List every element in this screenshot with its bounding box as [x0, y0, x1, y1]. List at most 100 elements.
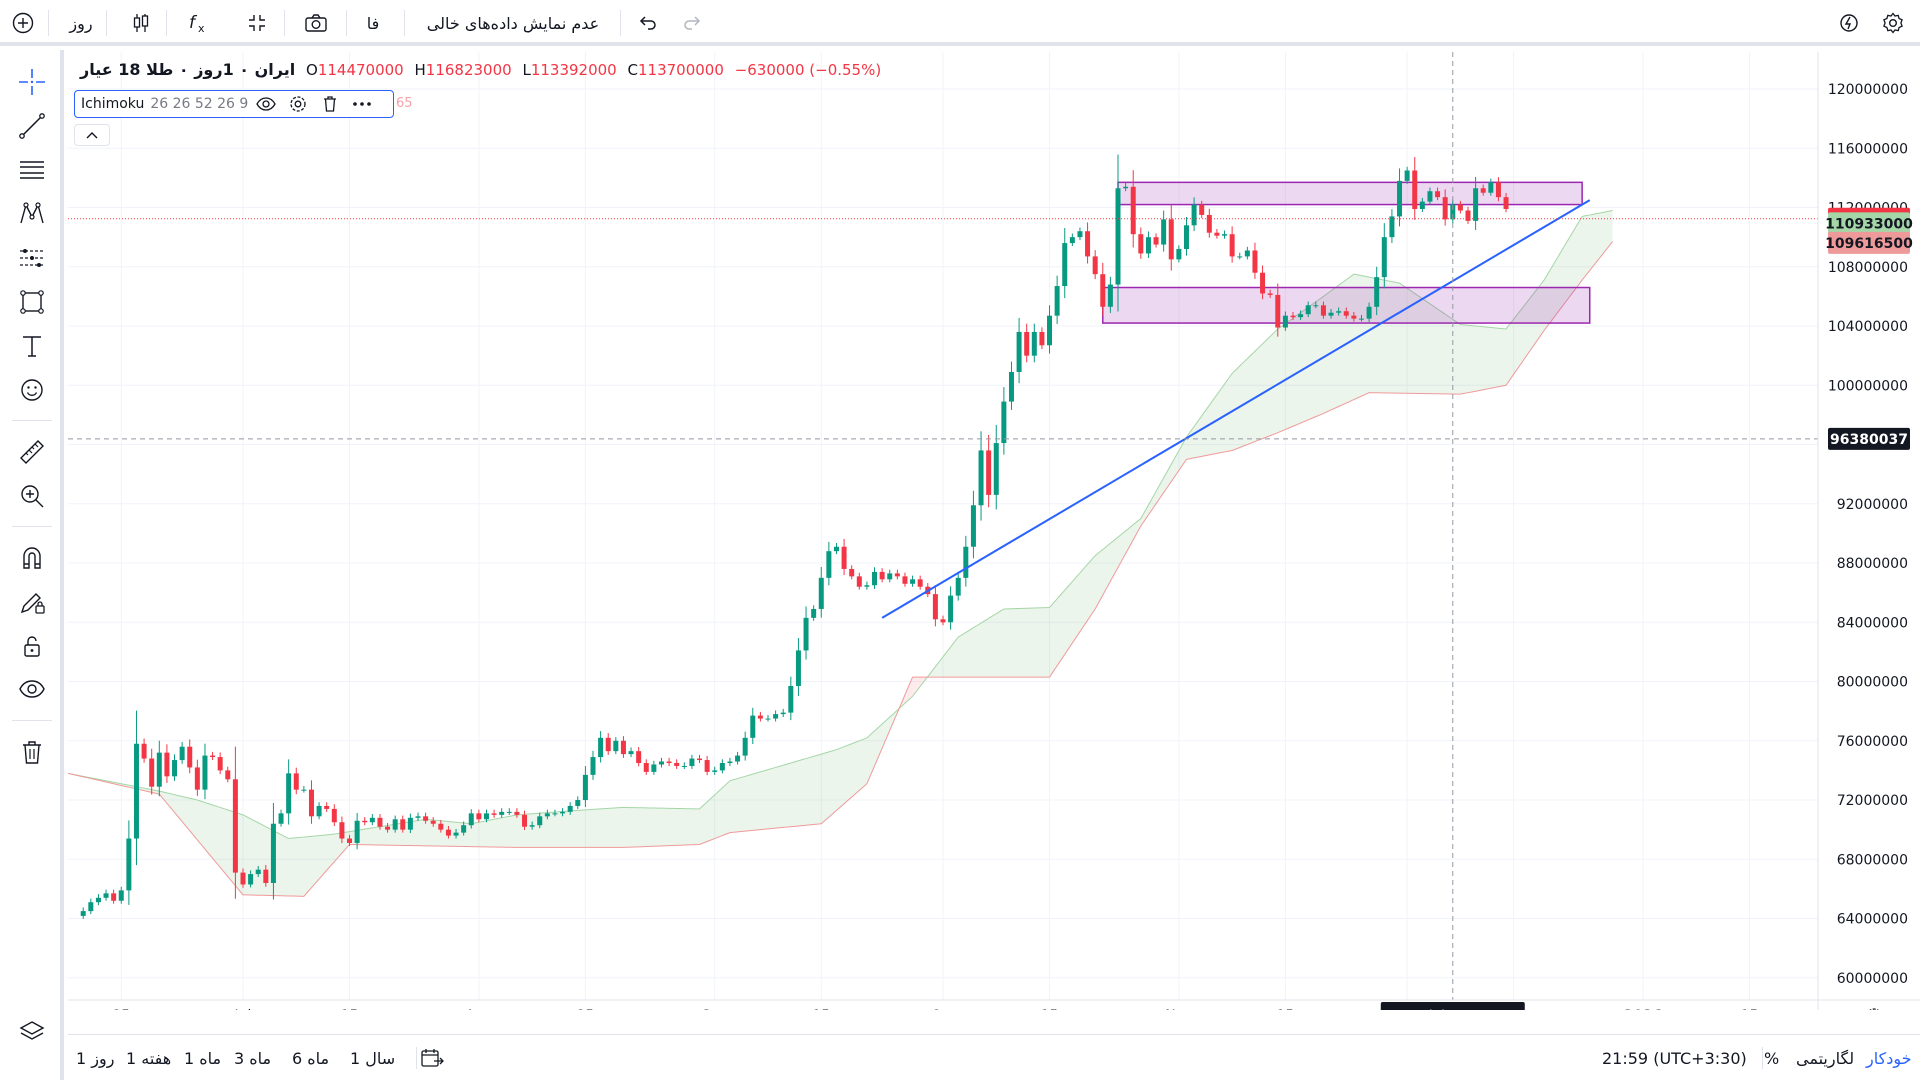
compare-button[interactable]: فا	[366, 13, 380, 33]
pattern-tool[interactable]	[14, 196, 50, 232]
candle-up	[468, 813, 474, 826]
range-button[interactable]: 1 هفته	[126, 1048, 172, 1068]
low-value: 113392000	[530, 61, 617, 79]
senkou-span-b	[68, 241, 1613, 897]
visibility-toggle[interactable]	[252, 92, 280, 116]
empty-data-toggle[interactable]: عدم نمایش داده‌های خالی	[426, 13, 600, 33]
candle-up	[1145, 237, 1151, 254]
candle-up	[1008, 371, 1014, 402]
fib-tool[interactable]	[14, 152, 50, 188]
candle-down	[1085, 231, 1091, 257]
candle-up	[118, 890, 124, 901]
range-button[interactable]: 1 ماه	[184, 1048, 222, 1068]
candle-up	[628, 751, 634, 755]
y-tick-label: 120000000	[1828, 82, 1908, 98]
candle-down	[339, 822, 345, 839]
candle-up	[1427, 191, 1433, 202]
text-tool[interactable]	[14, 328, 50, 364]
auto-scale-toggle[interactable]: خودکار	[1866, 1048, 1912, 1068]
undo-icon	[639, 16, 656, 30]
text-icon	[23, 336, 41, 357]
trash-icon	[23, 741, 41, 764]
candle-down	[141, 743, 147, 759]
candle-down	[1435, 191, 1441, 198]
symbol-name[interactable]: ایران ۰ 1روز ۰ طلا 18 عیار	[80, 60, 296, 79]
chart-type-button[interactable]	[126, 8, 156, 38]
emoji-tool[interactable]	[14, 372, 50, 408]
candle-down	[225, 770, 231, 780]
candle-down	[643, 763, 649, 772]
candle-up	[103, 893, 109, 898]
crosshair-price-label-bg	[1828, 427, 1910, 450]
candle-up	[88, 902, 94, 912]
settings-button[interactable]	[1878, 8, 1908, 38]
candle-up	[172, 760, 178, 777]
candle-up	[1183, 225, 1189, 250]
range-button[interactable]: 3 ماه	[234, 1048, 272, 1068]
quick-search-button[interactable]	[1834, 8, 1864, 38]
magnet-tool[interactable]	[14, 540, 50, 576]
candle-up	[910, 579, 916, 584]
redo-button[interactable]	[678, 8, 708, 38]
zone-rectangle[interactable]	[1117, 181, 1583, 206]
snapshot-button[interactable]	[300, 8, 332, 38]
zoom-in-tool[interactable]	[14, 478, 50, 514]
axis-settings-gear-icon	[1869, 1008, 1879, 1010]
trendline-tool[interactable]	[14, 108, 50, 144]
candle-up	[392, 819, 398, 830]
candle-down	[164, 752, 170, 777]
add-symbol-button[interactable]	[8, 8, 38, 38]
trendline-segment[interactable]	[881, 199, 1591, 619]
candle-down	[1252, 250, 1258, 273]
candle-up	[712, 770, 718, 772]
timezone-button[interactable]: 21:59 (UTC+3:30)	[1602, 1048, 1747, 1068]
indicator-more[interactable]	[348, 92, 376, 116]
layout-button[interactable]	[242, 8, 272, 38]
percent-toggle[interactable]: %	[1764, 1048, 1780, 1068]
log-scale-toggle[interactable]: لگاریتمی	[1796, 1048, 1855, 1068]
candle-down	[187, 746, 193, 768]
object-tree-button[interactable]	[14, 1014, 50, 1050]
range-button[interactable]: 6 ماه	[292, 1048, 330, 1068]
candle-up	[1397, 180, 1403, 217]
candle-down	[1320, 305, 1326, 316]
forecast-icon	[20, 249, 44, 267]
crosshair-tool[interactable]	[14, 64, 50, 100]
candle-down	[1465, 210, 1471, 221]
undo-button[interactable]	[632, 8, 662, 38]
candle-down	[1168, 219, 1174, 260]
candle-up	[248, 874, 254, 885]
candle-up	[811, 608, 817, 618]
range-button[interactable]: 1 سال	[350, 1048, 396, 1068]
close-label: C	[627, 61, 638, 79]
shapes-tool[interactable]	[14, 284, 50, 320]
indicator-settings[interactable]	[284, 92, 312, 116]
candle-down	[1130, 186, 1136, 235]
candle-up	[727, 761, 733, 763]
remove-drawings-tool[interactable]	[14, 734, 50, 770]
y-tick-label: 76000000	[1837, 734, 1908, 750]
indicator-remove[interactable]	[316, 92, 344, 116]
range-button[interactable]: 1 روز	[76, 1048, 115, 1068]
candle-up	[354, 820, 360, 843]
hide-drawings-tool[interactable]	[14, 672, 50, 708]
rectangle-zones[interactable]	[1102, 181, 1591, 324]
collapse-legend-button[interactable]	[74, 124, 110, 146]
forecast-tool[interactable]	[14, 240, 50, 276]
stay-in-drawing-tool[interactable]	[14, 584, 50, 620]
candle-up	[742, 737, 748, 756]
measure-tool[interactable]	[14, 434, 50, 470]
indicator-legend[interactable]: Ichimoku 26 26 52 26 9	[74, 90, 394, 118]
trendline[interactable]	[881, 199, 1591, 619]
candle-up	[1001, 401, 1007, 444]
price-chart[interactable]: 60000000 64000000 68000000 72000000 76000000…	[68, 50, 1920, 1010]
candle-up	[1016, 331, 1022, 372]
lock-drawings-tool[interactable]	[14, 628, 50, 664]
candle-down	[1343, 311, 1349, 316]
goto-date-button[interactable]	[414, 1045, 450, 1071]
x-tick-label: 15	[576, 1008, 594, 1010]
y-tick-label: 88000000	[1837, 556, 1908, 572]
interval-button[interactable]: روز	[69, 13, 93, 33]
pencil-lock-icon	[20, 593, 45, 614]
